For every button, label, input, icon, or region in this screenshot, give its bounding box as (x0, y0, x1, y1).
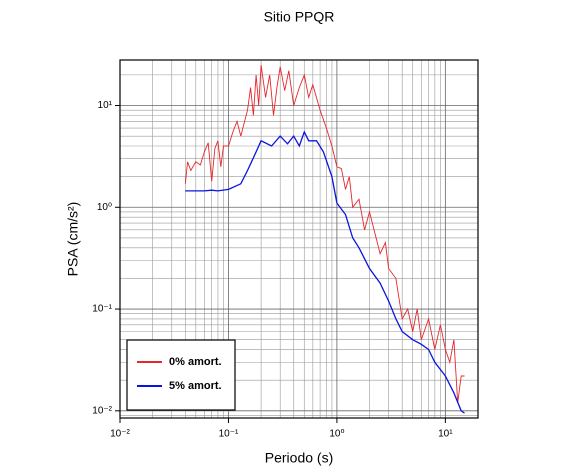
y-tick-label: 10¹ (98, 100, 113, 111)
x-tick-label: 10⁻¹ (219, 429, 239, 440)
y-tick-label: 10⁰ (97, 202, 112, 213)
x-axis-label: Periodo (s) (265, 450, 333, 466)
plot-frame (119, 59, 479, 419)
legend-label: 0% amort. (169, 356, 222, 368)
x-tick-label: 10⁰ (329, 429, 344, 440)
legend-box (126, 339, 236, 411)
x-tick-label: 10⁻² (110, 429, 130, 440)
series-line (185, 130, 465, 414)
y-tick-label: 10⁻¹ (92, 304, 112, 315)
legend-label: 5% amort. (169, 380, 222, 392)
x-tick-label: 10¹ (438, 429, 453, 440)
y-axis-label: PSA (cm/s²) (65, 202, 81, 277)
series-line (184, 64, 465, 403)
y-tick-label: 10⁻² (92, 405, 112, 416)
chart-title: Sitio PPQR (264, 9, 335, 25)
